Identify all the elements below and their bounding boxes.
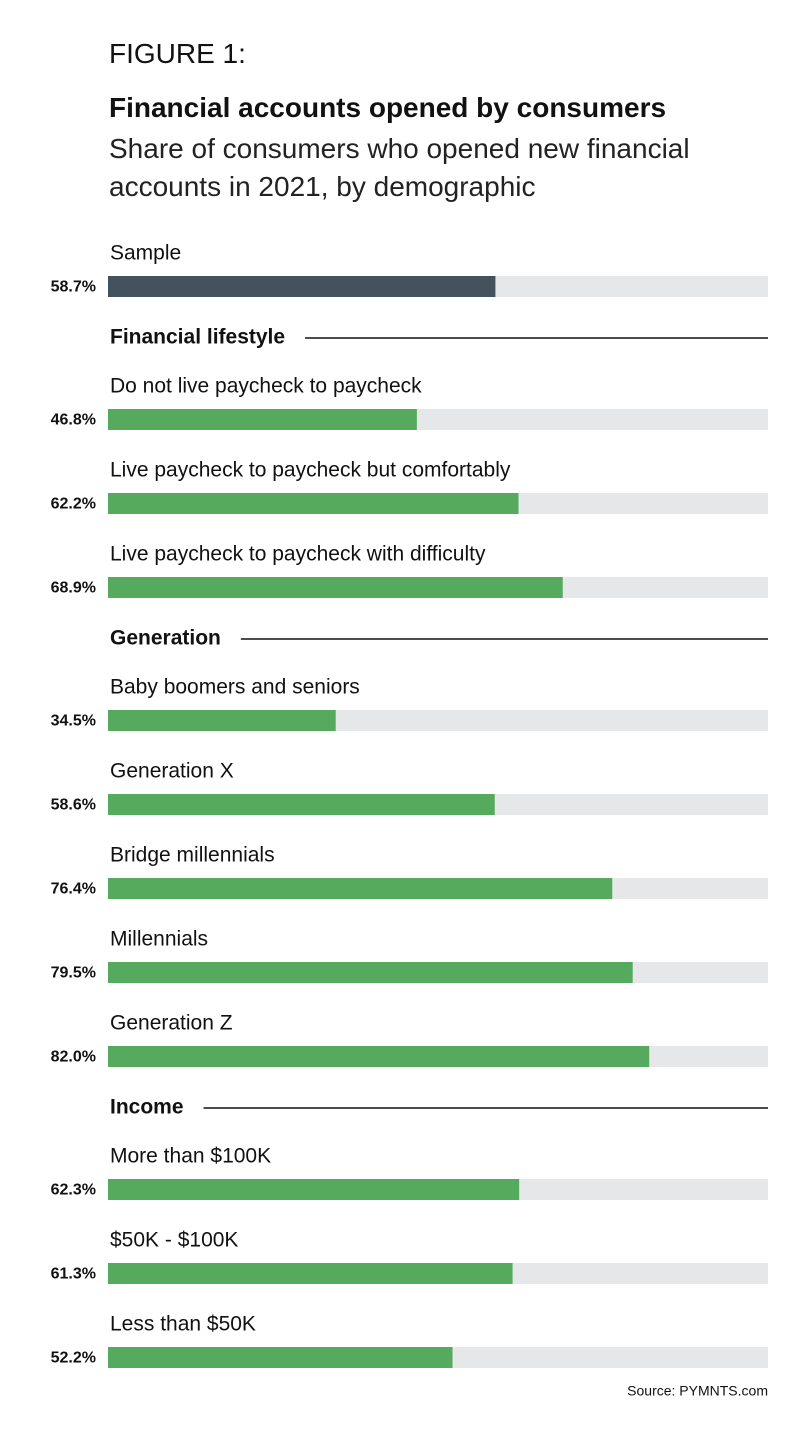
category-label: Live paycheck to paycheck with difficult…: [110, 543, 486, 566]
bar: [108, 794, 495, 815]
bar: [108, 878, 613, 899]
value-label: 46.8%: [51, 412, 96, 429]
value-label: 34.5%: [51, 713, 96, 730]
group-header: Financial lifestyle: [110, 326, 285, 349]
bar: [108, 493, 519, 514]
chart-subtitle: Share of consumers who opened new financ…: [109, 133, 690, 202]
bar: [108, 1179, 520, 1200]
group-header: Generation: [110, 627, 221, 650]
category-label: Live paycheck to paycheck but comfortabl…: [110, 459, 511, 482]
value-label: 79.5%: [51, 965, 96, 982]
bar: [108, 577, 563, 598]
bar: [108, 276, 496, 297]
value-label: 52.2%: [51, 1350, 96, 1367]
bar: [108, 1046, 650, 1067]
category-label: Less than $50K: [110, 1313, 256, 1336]
category-label: $50K - $100K: [110, 1229, 238, 1252]
value-label: 58.6%: [51, 797, 96, 814]
source: Source: PYMNTS.com: [627, 1383, 768, 1399]
bar: [108, 962, 633, 983]
category-label: Sample: [110, 242, 181, 265]
category-label: Generation Z: [110, 1012, 233, 1035]
category-label: Do not live paycheck to paycheck: [110, 375, 422, 398]
value-label: 62.2%: [51, 496, 96, 513]
value-label: 82.0%: [51, 1049, 96, 1066]
value-label: 58.7%: [51, 279, 96, 296]
value-label: 76.4%: [51, 881, 96, 898]
category-label: Generation X: [110, 760, 234, 783]
category-label: Millennials: [110, 928, 208, 951]
bar: [108, 409, 417, 430]
value-label: 62.3%: [51, 1182, 96, 1199]
value-label: 68.9%: [51, 580, 96, 597]
category-label: Baby boomers and seniors: [110, 676, 360, 699]
category-label: Bridge millennials: [110, 844, 275, 867]
bar: [108, 1347, 453, 1368]
category-label: More than $100K: [110, 1145, 271, 1168]
bar: [108, 1263, 513, 1284]
bar: [108, 710, 336, 731]
value-label: 61.3%: [51, 1266, 96, 1283]
chart-title: Financial accounts opened by consumers: [109, 92, 667, 123]
figure-label: FIGURE 1:: [109, 38, 246, 69]
group-header: Income: [110, 1096, 184, 1119]
